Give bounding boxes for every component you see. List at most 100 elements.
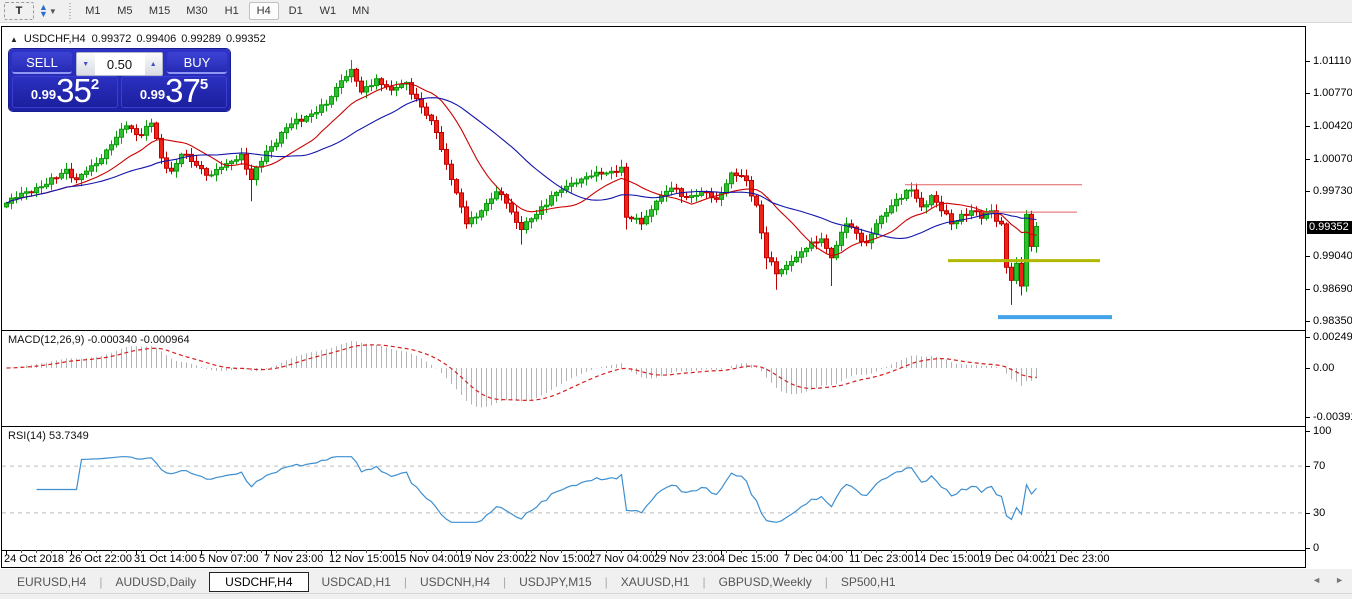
time-label: 11 Dec 23:00	[849, 553, 914, 565]
time-label: 19 Dec 04:00	[979, 553, 1045, 565]
rsi-line	[36, 456, 1037, 523]
macd-values: -0.000340 -0.000964	[87, 334, 190, 346]
axis-tick	[1306, 92, 1310, 94]
tab-separator: |	[702, 574, 706, 589]
tab-sp500-h1[interactable]: SP500,H1	[840, 574, 896, 589]
tab-eurusd-h4[interactable]: EURUSD,H4	[17, 574, 87, 589]
tab-usdchf-h4[interactable]: USDCHF,H4	[209, 571, 309, 592]
current-price-badge: 0.99352	[1307, 220, 1352, 234]
timeframe-button-d1[interactable]: D1	[288, 5, 303, 17]
sell-price[interactable]: 0.99 35 2	[12, 72, 118, 109]
timeframe-button-w1[interactable]: W1	[319, 5, 337, 17]
ma-fast-line	[6, 82, 1037, 257]
timeframe-button-m15[interactable]: M15	[148, 5, 171, 17]
ohlc-values: 0.99372 0.99406 0.99289 0.99352	[92, 33, 266, 45]
axis-tick	[1306, 320, 1310, 322]
buy-button[interactable]: BUY	[167, 52, 227, 74]
tab-separator: |	[99, 574, 103, 589]
bull-candles	[4, 68, 1039, 287]
rsi-label: RSI(14) 53.7349	[8, 430, 89, 442]
macd-tick-label: 0.002492	[1313, 330, 1352, 343]
timeframe-button-m1[interactable]: M1	[85, 5, 101, 17]
time-label: 22 Nov 15:00	[524, 553, 590, 565]
timeframe-button-mn[interactable]: MN	[352, 5, 370, 17]
timeframe-button-m5[interactable]: M5	[117, 5, 133, 17]
close-value: 0.99352	[225, 33, 266, 45]
chart-area[interactable]: ▲ USDCHF,H4 0.99372 0.99406 0.99289 0.99…	[1, 26, 1306, 568]
time-label: 24 Oct 2018	[4, 553, 64, 565]
toolbar-separator	[68, 3, 71, 19]
chart-canvas[interactable]	[2, 27, 1305, 567]
time-label: 19 Nov 23:00	[459, 553, 525, 565]
chevron-down-icon: ▼	[48, 6, 57, 16]
tab-gbpusd-weekly[interactable]: GBPUSD,Weekly	[718, 574, 812, 589]
time-axis[interactable]: 24 Oct 2018 26 Oct 22:00 31 Oct 14:00 5 Nov…	[2, 552, 1307, 568]
tab-xauusd-h1[interactable]: XAUUSD,H1	[620, 574, 690, 589]
macd-tick-label: 0.00	[1313, 362, 1335, 374]
axis-tick	[1306, 466, 1310, 468]
sell-price-main: 35	[56, 72, 92, 109]
buy-price-prefix: 0.99	[139, 87, 166, 102]
updown-arrows-icon: ▲ ▼	[39, 2, 48, 19]
sell-price-pip: 2	[90, 76, 100, 93]
rsi-tick-label: 70	[1313, 460, 1326, 473]
time-label: 31 Oct 14:00	[134, 553, 197, 565]
time-label: 7 Nov 23:00	[264, 553, 324, 565]
rsi-value: 53.7349	[48, 430, 89, 442]
time-label: 15 Nov 04:00	[394, 553, 460, 565]
axis-tick	[1306, 125, 1310, 127]
macd-tick-label: -0.003913	[1313, 410, 1352, 423]
open-value: 0.99372	[91, 33, 132, 45]
tab-scroll-right-icon[interactable]: ►	[1335, 575, 1344, 585]
rsi-tick-label: 100	[1313, 425, 1332, 437]
timeframe-button-h1[interactable]: H1	[224, 5, 239, 17]
tab-usdcnh-h4[interactable]: USDCNH,H4	[420, 574, 491, 589]
text-tool-button[interactable]: T	[4, 2, 34, 20]
time-label: 21 Dec 23:00	[1044, 553, 1110, 565]
chart-tab-bar: EURUSD,H4 | AUDUSD,Daily USDCHF,H4 USDCAD,H1…	[0, 569, 1352, 599]
timeframe-button-h4[interactable]: H4	[248, 2, 279, 20]
volume-increase-button[interactable]: ▲	[144, 53, 162, 75]
axis-tick	[1306, 368, 1310, 369]
tab-separator: |	[824, 574, 828, 589]
collapse-panel-icon[interactable]: ▲	[10, 34, 18, 44]
time-major-ticks	[6, 550, 1047, 555]
symbol-period-label: USDCHF,H4	[23, 33, 86, 45]
time-label: 5 Nov 07:00	[199, 553, 259, 565]
price-tick-label: 1.00420	[1313, 119, 1352, 132]
low-value: 0.99289	[181, 33, 221, 45]
toolbar: T ▲ ▼ ▼ M1 M5 M15 M30 H1 H4 D1 W1 MN	[0, 0, 1352, 23]
timeframe-button-m30[interactable]: M30	[186, 5, 208, 17]
price-tick-label: 0.99730	[1313, 184, 1352, 197]
volume-decrease-button[interactable]: ▼	[77, 53, 95, 75]
volume-input[interactable]	[94, 53, 145, 75]
price-tick-label: 0.99040	[1313, 249, 1352, 262]
axis-tick	[1306, 548, 1310, 549]
axis-tick	[1306, 336, 1310, 338]
time-label: 4 Dec 15:00	[719, 553, 779, 565]
arrange-arrows-button[interactable]: ▲ ▼ ▼	[36, 2, 60, 20]
tab-scroll-left-icon[interactable]: ◄	[1312, 575, 1322, 585]
volume-control: ▼ ▲	[76, 52, 163, 76]
macd-label: MACD(12,26,9) -0.000340 -0.000964	[8, 334, 190, 346]
buy-price-pip: 5	[199, 76, 209, 93]
tab-separator: |	[403, 574, 407, 589]
sell-button[interactable]: SELL	[12, 52, 72, 74]
tab-separator: |	[503, 574, 507, 589]
tab-usdjpy-m15[interactable]: USDJPY,M15	[519, 574, 592, 589]
axis-tick	[1306, 60, 1310, 62]
price-tick-label: 1.01110	[1313, 54, 1352, 67]
axis-tick	[1306, 512, 1310, 514]
price-tick-label: 0.98690	[1313, 282, 1352, 295]
tab-audusd-daily[interactable]: AUDUSD,Daily	[115, 574, 197, 589]
price-tick-label: 1.00770	[1313, 86, 1352, 99]
time-label: 7 Dec 04:00	[784, 553, 844, 565]
one-click-trading-panel: SELL ▼ ▲ BUY 0.99 35 2 0.99 37 5	[9, 49, 230, 111]
axis-tick	[1306, 255, 1310, 257]
tab-usdcad-h1[interactable]: USDCAD,H1	[321, 574, 391, 589]
price-axis[interactable]: 1.01110 1.00770 1.00420 1.00070 0.99730 0.990…	[1306, 26, 1352, 568]
price-tick-label: 0.98350	[1313, 314, 1352, 327]
buy-price[interactable]: 0.99 37 5	[121, 74, 227, 108]
rsi-tick-label: 30	[1313, 506, 1326, 519]
